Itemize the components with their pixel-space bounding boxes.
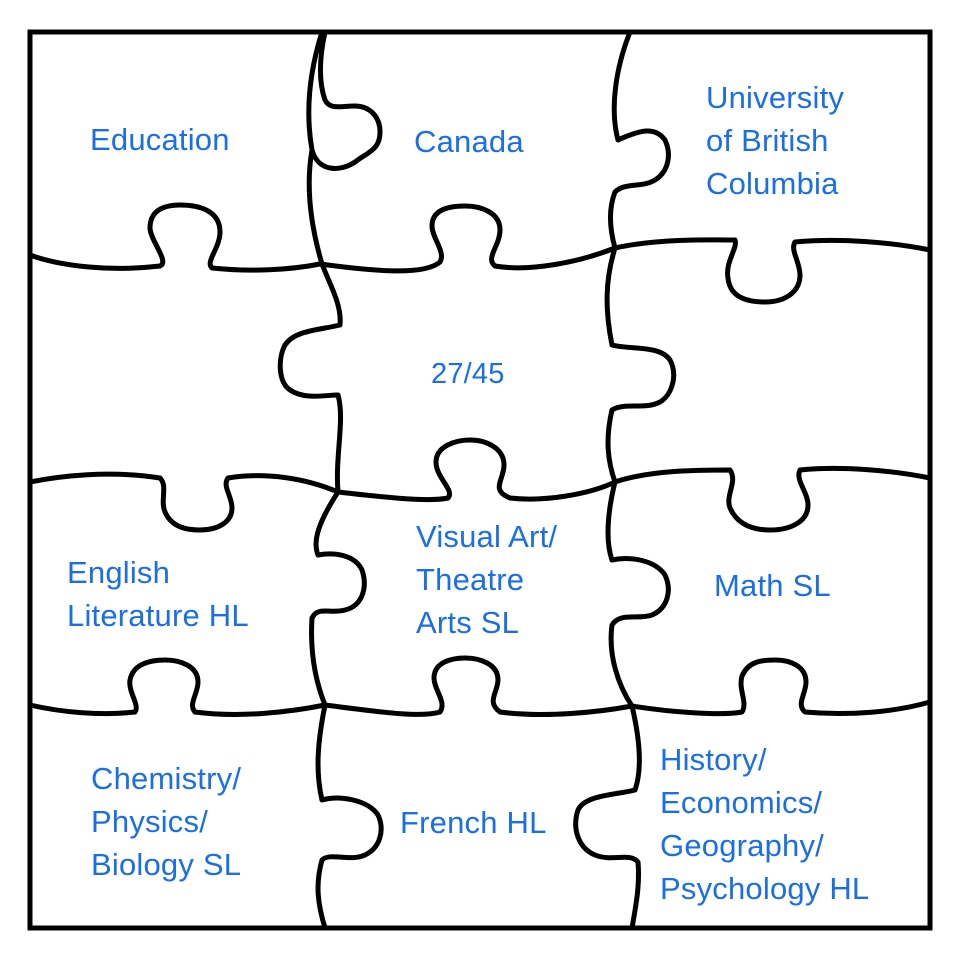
piece-labels: Education Canada University of British Colum…: [67, 80, 869, 906]
piece-sciences: Chemistry/Physics/Biology SL: [91, 761, 241, 882]
seam-v2-mid: [604, 245, 677, 485]
piece-humanities-line-3: Psychology HL: [660, 871, 869, 906]
piece-canada-line-0: Canada: [414, 124, 524, 159]
piece-sciences-line-2: Biology SL: [91, 847, 241, 882]
seam-h1: [27, 202, 933, 305]
piece-canada: Canada: [414, 124, 524, 159]
puzzle-seams: [27, 29, 933, 931]
piece-english-line-0: English: [67, 555, 170, 590]
piece-education-line-0: Education: [90, 122, 230, 157]
puzzle-frame: [27, 29, 933, 931]
seam-v1-low: [309, 489, 367, 708]
seam-v2-bottom: [573, 703, 642, 931]
piece-humanities-line-0: History/: [660, 742, 767, 777]
seam-h3: [27, 655, 933, 717]
piece-visual-art-line-1: Theatre: [416, 562, 524, 597]
piece-humanities-line-1: Economics/: [660, 785, 822, 820]
piece-ubc: University of British Columbia: [706, 80, 844, 201]
piece-math: Math SL: [714, 568, 831, 603]
piece-education: Education: [90, 122, 230, 157]
piece-visual-art-line-0: Visual Art/: [416, 519, 557, 554]
piece-math-line-0: Math SL: [714, 568, 831, 603]
seam-h2: [27, 437, 933, 533]
piece-english: English Literature HL: [67, 555, 249, 633]
piece-english-line-1: Literature HL: [67, 598, 249, 633]
seam-v1-mid: [277, 261, 344, 495]
piece-ubc-line-2: Columbia: [706, 166, 839, 201]
piece-sciences-line-0: Chemistry/: [91, 761, 241, 796]
piece-humanities-line-2: Geography/: [660, 828, 824, 863]
seam-v1-bottom: [315, 702, 384, 931]
piece-humanities: History/Economics/Geography/Psychology H…: [660, 742, 869, 906]
piece-score: 27/45: [431, 358, 505, 390]
seam-v1-top: [306, 29, 383, 171]
seam-v2-top: [608, 29, 671, 251]
seam-v1-top-b: [306, 147, 325, 267]
piece-score-line-0: 27/45: [431, 358, 505, 390]
piece-french: French HL: [400, 805, 547, 840]
piece-french-line-0: French HL: [400, 805, 547, 840]
seam-v2-low: [605, 479, 671, 709]
piece-ubc-line-0: University: [706, 80, 844, 115]
piece-ubc-line-1: of British: [706, 123, 829, 158]
piece-visual-art: Visual Art/Theatre Arts SL: [416, 519, 557, 640]
piece-sciences-line-1: Physics/: [91, 804, 208, 839]
piece-visual-art-line-2: Arts SL: [416, 605, 519, 640]
